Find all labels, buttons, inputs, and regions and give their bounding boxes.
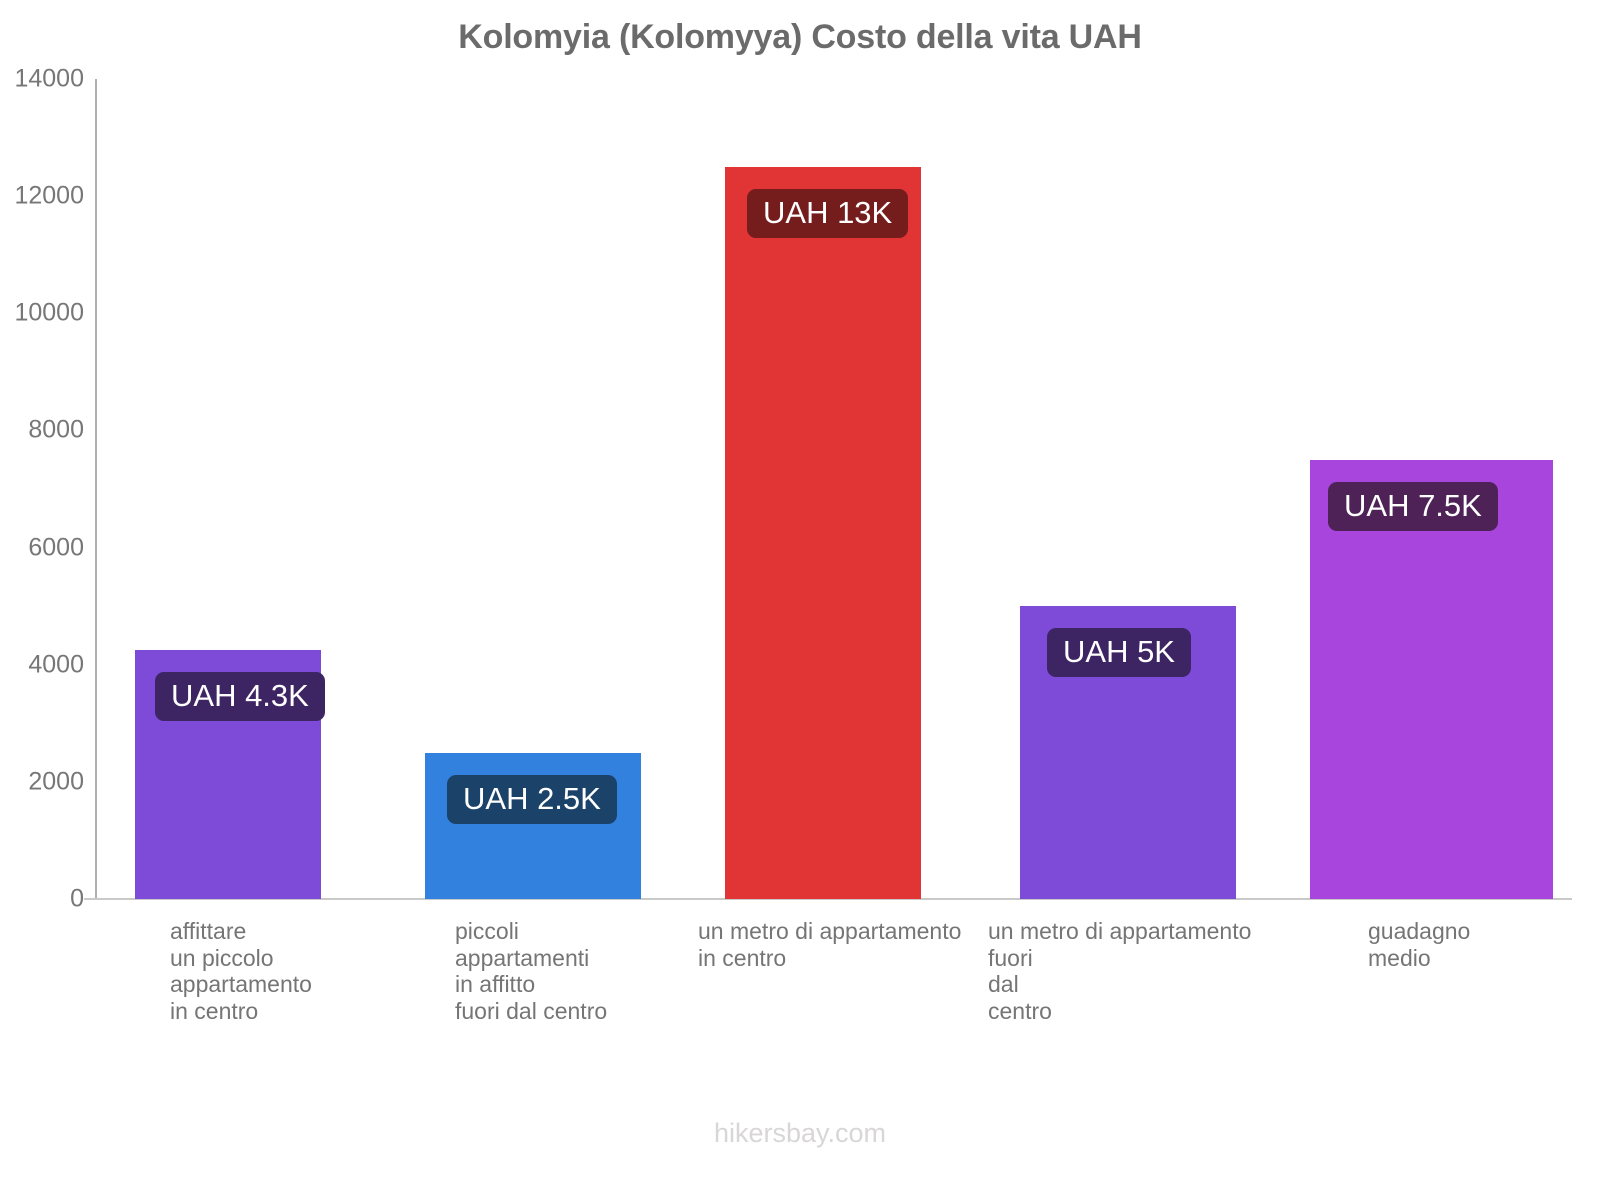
y-axis-tick-label: 4000 bbox=[28, 650, 84, 679]
y-axis-tick-label: 14000 bbox=[14, 64, 84, 93]
x-axis-category-label: un metro di appartamento fuori dal centr… bbox=[988, 918, 1252, 1024]
x-axis-category-label: un metro di appartamento in centro bbox=[698, 918, 962, 971]
bar[interactable] bbox=[1310, 459, 1553, 899]
bar-value-label: UAH 13K bbox=[747, 188, 909, 238]
footer-watermark: hikersbay.com bbox=[713, 1118, 887, 1148]
y-axis-line bbox=[95, 79, 97, 899]
bar[interactable] bbox=[725, 166, 921, 899]
x-axis-category-label: affittare un piccolo appartamento in cen… bbox=[170, 918, 312, 1024]
y-axis-tick-label: 10000 bbox=[14, 298, 84, 327]
y-axis-tick-label: 8000 bbox=[28, 415, 84, 444]
x-axis-baseline bbox=[84, 898, 1572, 900]
x-axis-category-labels: affittare un piccolo appartamento in cen… bbox=[0, 918, 1600, 1098]
bar-value-label: UAH 4.3K bbox=[155, 672, 325, 722]
y-axis-tick-label: 0 bbox=[70, 884, 84, 913]
bar-value-label: UAH 2.5K bbox=[447, 774, 617, 824]
y-axis-tick-label: 6000 bbox=[28, 533, 84, 562]
x-axis-category-label: guadagno medio bbox=[1368, 918, 1471, 971]
bars-layer: UAH 4.3K UAH 2.5K UAH 13K UAH 5K UAH 7.5K bbox=[0, 79, 1600, 899]
bar-value-label: UAH 7.5K bbox=[1328, 481, 1498, 531]
chart-title: Kolomyia (Kolomyya) Costo della vita UAH bbox=[458, 18, 1142, 56]
x-axis-category-label: piccoli appartamenti in affitto fuori da… bbox=[455, 918, 608, 1024]
y-axis-tick-label: 2000 bbox=[28, 767, 84, 796]
bar-value-label: UAH 5K bbox=[1047, 628, 1191, 678]
y-axis-tick-label: 12000 bbox=[14, 181, 84, 210]
